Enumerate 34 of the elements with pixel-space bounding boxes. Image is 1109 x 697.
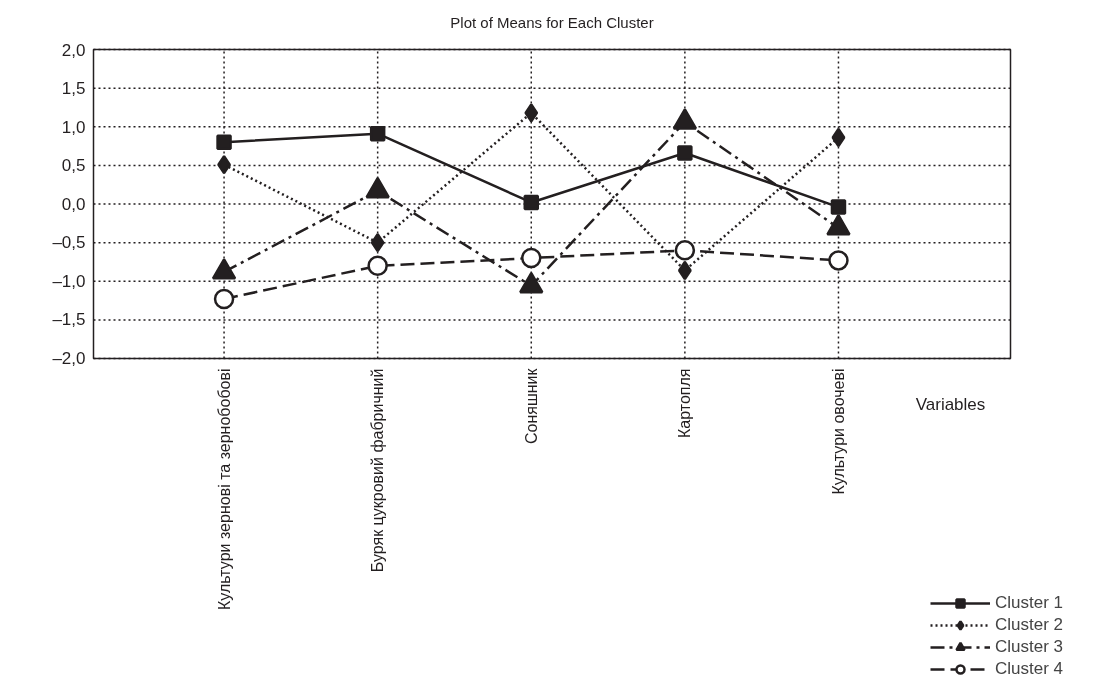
point [677, 145, 693, 161]
y-tick-label: 1,0 [61, 117, 86, 137]
legend-label: Cluster 3 [995, 637, 1064, 657]
point [213, 288, 235, 310]
point [831, 127, 846, 148]
x-tick-label: Картопля [676, 368, 694, 438]
x-tick-label: Соняшник [522, 367, 540, 445]
x-tick-label: Культури овочеві [829, 368, 847, 495]
y-tick-label: 0,5 [61, 156, 86, 176]
x-axis-title: Variables [915, 395, 986, 414]
point [367, 255, 388, 277]
y-tick-label: –1,0 [52, 271, 86, 291]
legend-label: Cluster 4 [995, 659, 1064, 679]
legend-label: Cluster 1 [995, 593, 1064, 613]
y-tick-label: –1,5 [52, 310, 86, 330]
point [521, 247, 542, 269]
y-tick-label: –0,5 [52, 233, 86, 253]
x-tick-label: Культури зернові та зернобобові [215, 368, 233, 611]
y-tick-label: 0,0 [61, 195, 86, 214]
x-tick-label: Буряк цукровий фабричний [369, 368, 387, 573]
y-tick-label: 2,0 [61, 40, 86, 60]
point [830, 199, 847, 215]
point [677, 260, 692, 281]
point [674, 240, 696, 261]
point [216, 134, 232, 150]
point [828, 250, 849, 271]
point [370, 232, 385, 253]
point [523, 194, 540, 211]
chart-title: Plot of Means for Each Cluster [450, 14, 654, 31]
point [369, 125, 386, 142]
point [524, 103, 539, 123]
legend-label: Cluster 2 [995, 615, 1064, 635]
y-tick-label: 1,5 [61, 79, 86, 99]
y-tick-label: –2,0 [52, 349, 86, 368]
